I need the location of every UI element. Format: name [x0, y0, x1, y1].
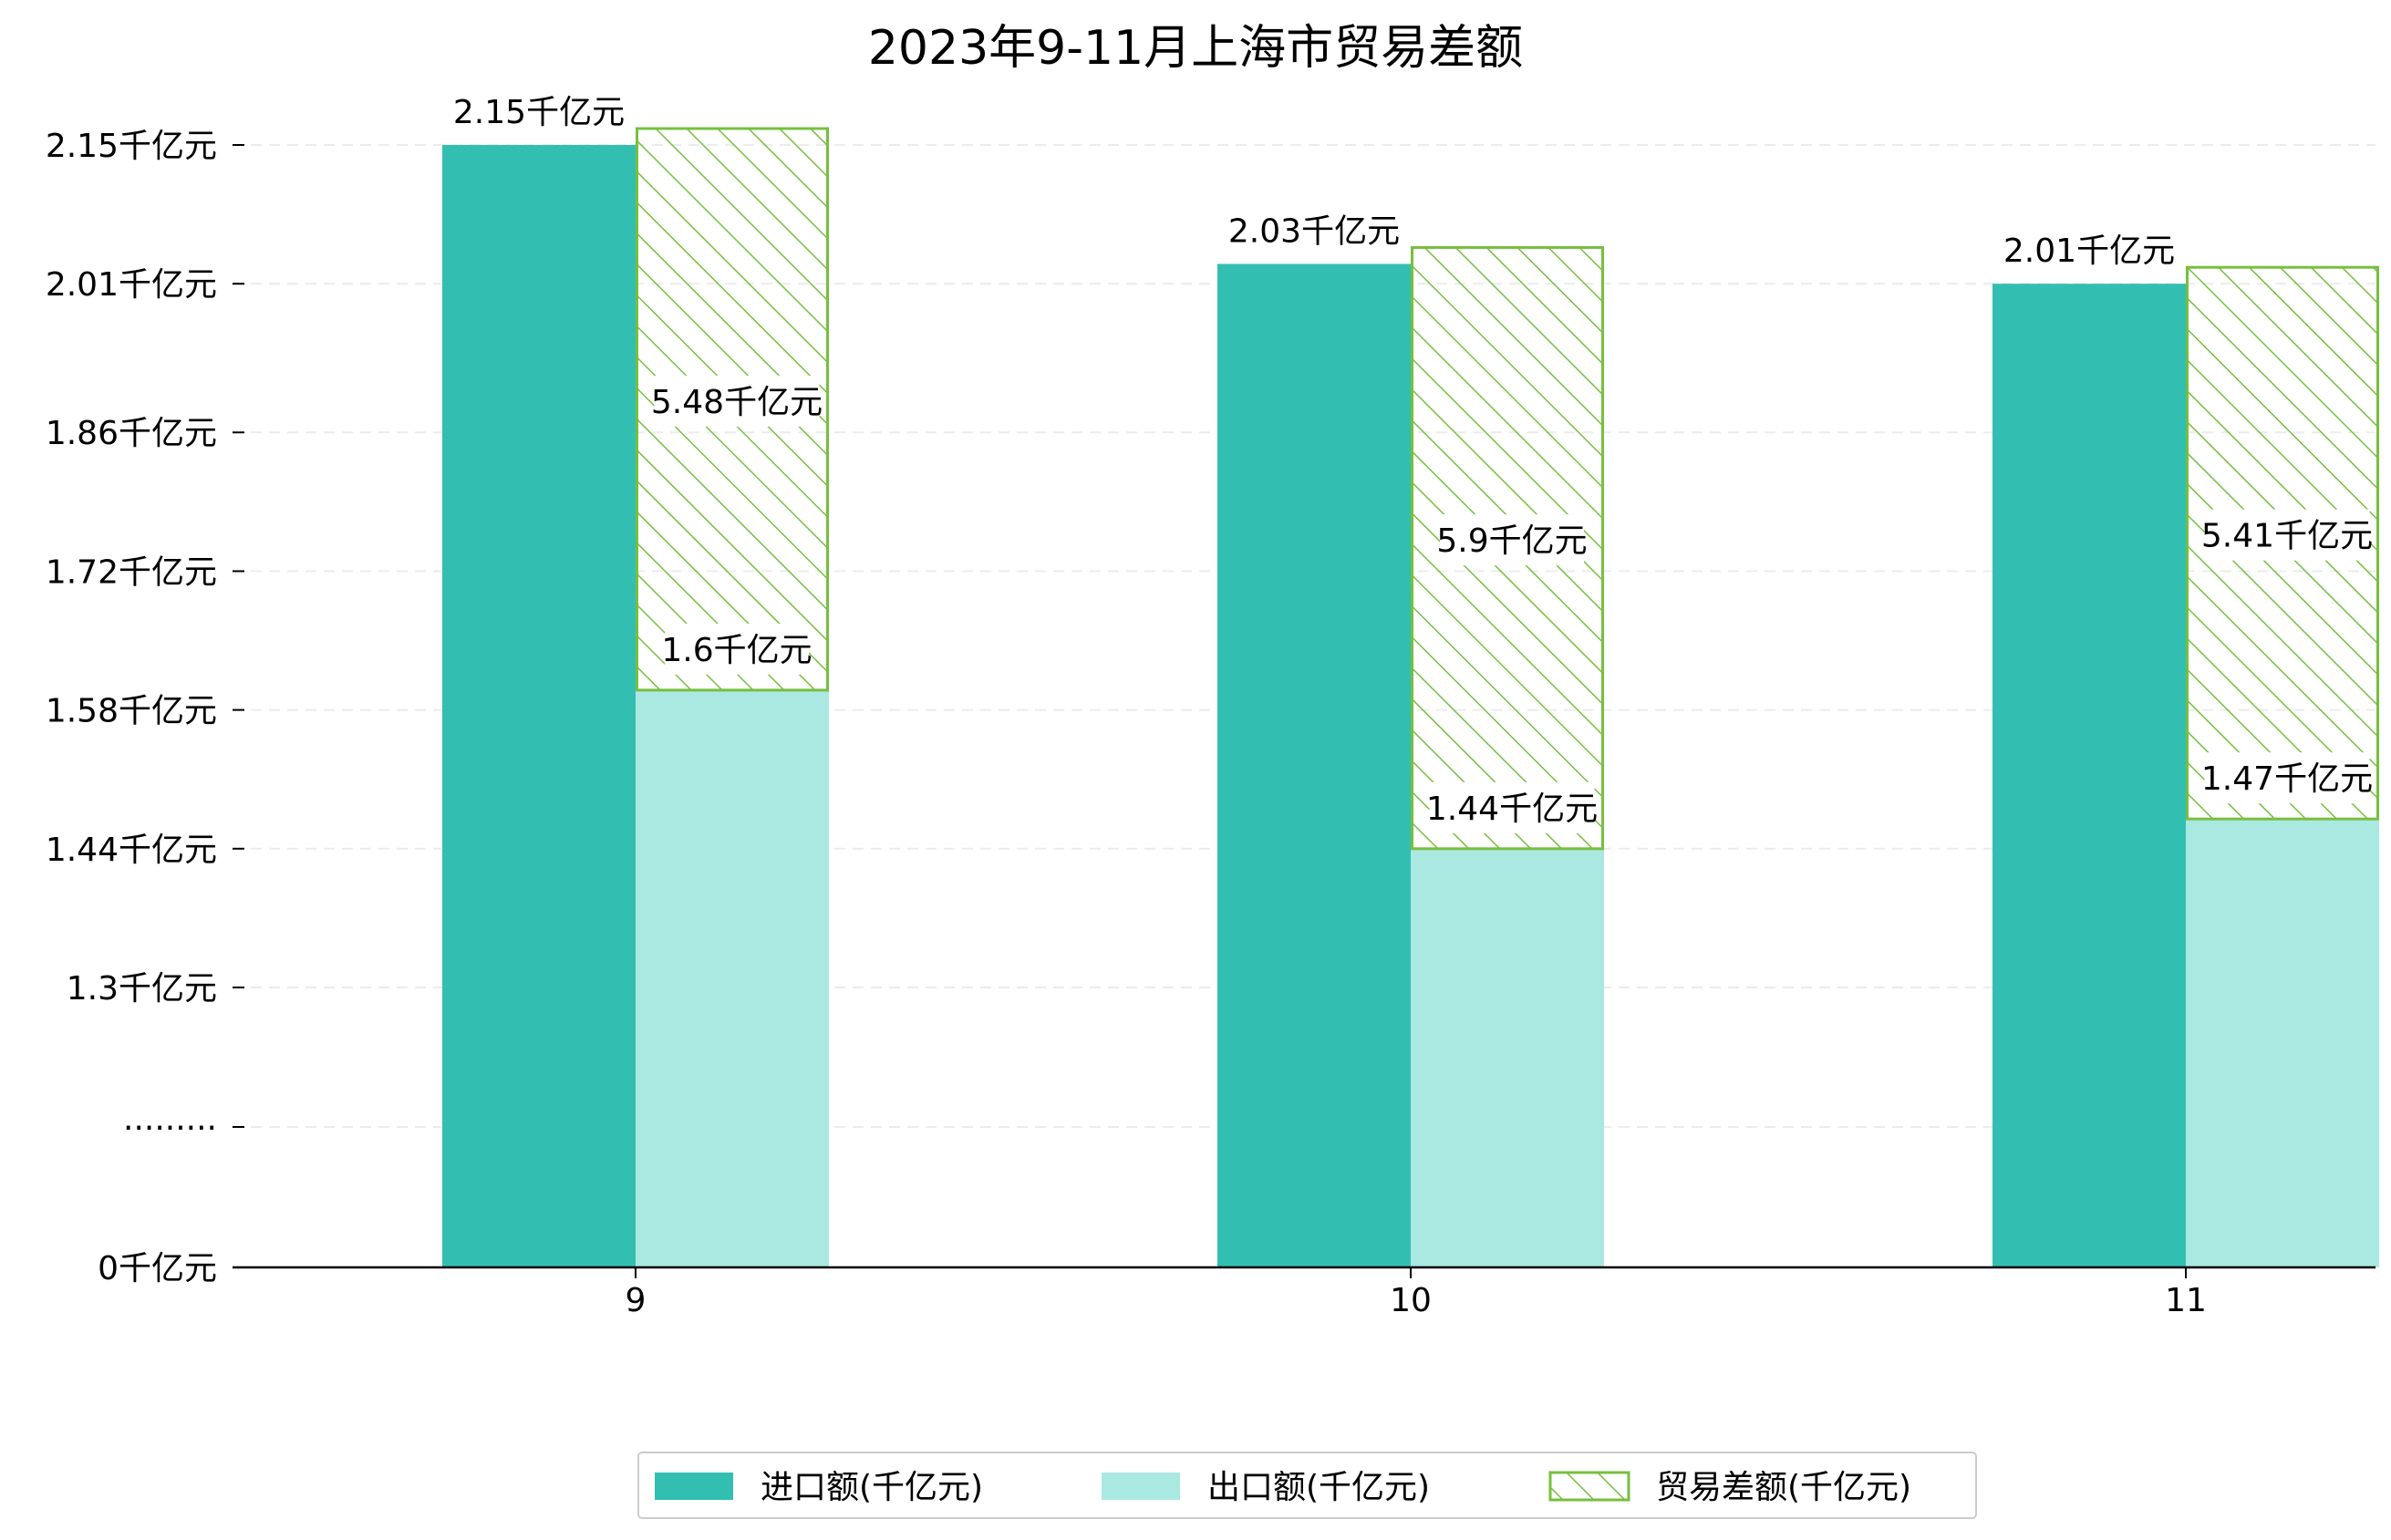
export-bar [1411, 848, 1604, 1267]
y-tick-label: 1.3千亿元 [67, 970, 217, 1008]
import-bar [1992, 284, 2186, 1267]
legend-frame [637, 1452, 1977, 1519]
balance-value-label-bg [654, 375, 820, 427]
export-value-label-bg [2204, 752, 2370, 804]
export-bar [636, 689, 829, 1267]
import-bar [1217, 264, 1411, 1268]
chart-title: 2023年9-11月上海市贸易差额 [868, 21, 1523, 76]
legend[interactable]: 进口额(千亿元) 出口额(千亿元) 贸易差额(千亿元) [637, 1452, 1977, 1519]
export-bar [2186, 819, 2379, 1267]
legend-item-export[interactable]: 出口额(千亿元) [1102, 1469, 1430, 1506]
import-bar [442, 145, 636, 1267]
balance-value-label: 5.41千亿元 [2201, 518, 2373, 555]
legend-label: 贸易差额(千亿元) [1656, 1469, 1911, 1506]
y-tick-label: ········· [123, 1110, 217, 1147]
export-value-label-bg [1429, 781, 1595, 833]
bars [442, 127, 2379, 1268]
data-labels: 2.15千亿元 1.6千亿元 5.48千亿元 2.03千亿元 1.44千亿元 5.9千亿元… [453, 86, 2373, 833]
legend-swatch [1102, 1473, 1180, 1500]
import-value-label-bg [1231, 204, 1397, 256]
balance-value-label: 5.9千亿元 [1436, 522, 1587, 560]
export-value-label-bg [665, 623, 809, 675]
export-value-label: 1.6千亿元 [661, 632, 812, 669]
legend-item-import[interactable]: 进口额(千亿元) [655, 1469, 983, 1506]
import-value-label-bg [456, 86, 622, 137]
y-tick-label: 1.86千亿元 [46, 415, 217, 452]
axes: 0千亿元 ········· 1.3千亿元 1.44千亿元 1.58千亿元 1.72千亿元… [46, 128, 2375, 1319]
balance-value-label-bg [2204, 509, 2370, 561]
legend-label: 进口额(千亿元) [761, 1469, 983, 1506]
legend-item-balance[interactable]: 贸易差额(千亿元) [1548, 1469, 1911, 1506]
y-tick-label: 0千亿元 [98, 1250, 217, 1287]
legend-label: 出口额(千亿元) [1207, 1469, 1430, 1506]
x-tick-label: 9 [626, 1282, 647, 1319]
legend-swatch [655, 1473, 733, 1500]
import-value-label-bg [2006, 224, 2172, 276]
balance-value-label: 5.48千亿元 [651, 384, 823, 421]
y-tick-label: 1.58千亿元 [46, 693, 217, 730]
export-value-label: 1.47千亿元 [2201, 760, 2373, 798]
import-value-label: 2.15千亿元 [453, 94, 625, 131]
y-tick-label: 2.01千亿元 [46, 266, 217, 304]
import-value-label: 2.03千亿元 [1228, 212, 1400, 250]
y-tick-label: 1.44千亿元 [46, 832, 217, 869]
x-tick-label: 10 [1390, 1282, 1432, 1319]
export-value-label: 1.44千亿元 [1426, 791, 1598, 828]
x-tick-label: 11 [2165, 1282, 2207, 1319]
y-tick-label: 2.15千亿元 [46, 128, 217, 165]
legend-swatch [1548, 1471, 1630, 1502]
import-value-label: 2.01千亿元 [2003, 233, 2175, 270]
balance-value-label-bg [1440, 514, 1584, 566]
y-tick-label: 1.72千亿元 [46, 553, 217, 591]
